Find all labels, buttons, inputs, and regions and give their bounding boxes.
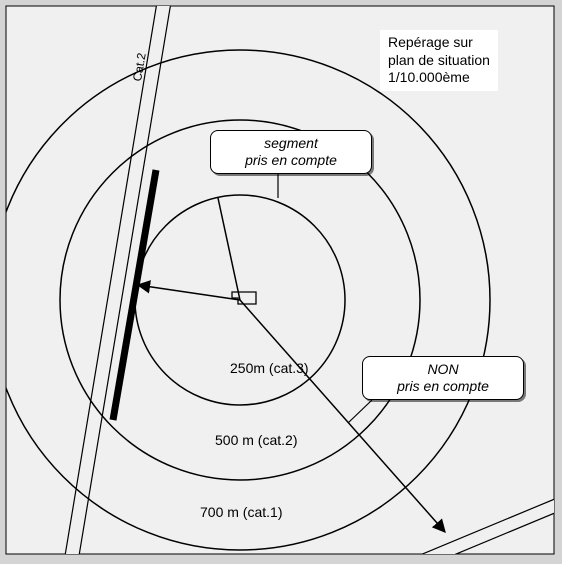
callout-segment-line2: pris en compte [245,152,337,168]
title-line-2: plan de situation [388,52,490,68]
ring-label-250: 250m (cat.3) [230,360,309,376]
title-box: Repérage sur plan de situation 1/10.000è… [380,30,498,91]
ring-label-500: 500 m (cat.2) [215,432,297,448]
title-line-1: Repérage sur [388,34,473,50]
ring-label-700: 700 m (cat.1) [200,504,282,520]
callout-non: NON pris en compte [362,356,524,400]
title-line-3: 1/10.000ème [388,69,470,85]
diagram-root: { "canvas": { "width": 562, "height": 56… [0,0,562,564]
callout-segment: segment pris en compte [210,130,372,174]
callout-segment-line1: segment [264,135,318,151]
callout-non-line1: NON [427,361,458,377]
callout-non-line2: pris en compte [397,378,489,394]
